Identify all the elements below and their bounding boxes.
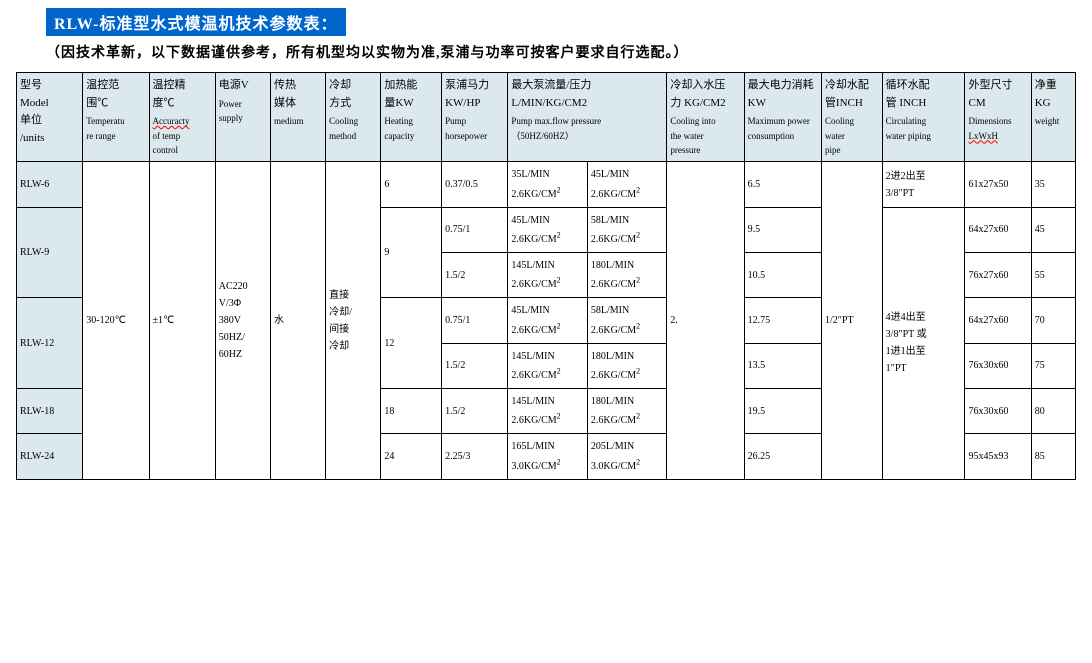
table-cell: 1.5/2: [442, 253, 508, 298]
table-cell: 24: [381, 434, 442, 479]
table-cell: ±1℃: [149, 162, 215, 479]
table-cell: 95x45x93: [965, 434, 1031, 479]
column-header: 冷却方式Coolingmethod: [326, 73, 381, 162]
column-header: 电源VPowersupply: [215, 73, 270, 162]
page-subtitle: （因技术革新，以下数据谨供参考，所有机型均以实物为准,泵浦与功率可按客户要求自行…: [46, 42, 1076, 62]
table-cell: RLW-6: [17, 162, 83, 207]
table-cell: 9: [381, 207, 442, 298]
table-cell: 64x27x60: [965, 298, 1031, 343]
table-cell: RLW-18: [17, 389, 83, 434]
column-header: 温控范围℃Temperature range: [83, 73, 149, 162]
table-cell: 1.5/2: [442, 343, 508, 388]
table-cell: RLW-9: [17, 207, 83, 298]
table-cell: RLW-12: [17, 298, 83, 389]
table-cell: 145L/MIN2.6KG/CM2: [508, 253, 588, 298]
table-cell: 76x30x60: [965, 389, 1031, 434]
column-header: 传热媒体medium: [270, 73, 325, 162]
column-header: 外型尺寸CMDimensionsLxWxH: [965, 73, 1031, 162]
table-cell: 19.5: [744, 389, 821, 434]
table-cell: 180L/MIN2.6KG/CM2: [587, 253, 667, 298]
column-header: 型号Model单位/units: [17, 73, 83, 162]
table-cell: 6.5: [744, 162, 821, 207]
table-cell: 205L/MIN3.0KG/CM2: [587, 434, 667, 479]
table-cell: 2进2出至3/8″PT: [882, 162, 965, 207]
table-cell: 45L/MIN2.6KG/CM2: [508, 207, 588, 252]
column-header: 加热能量KWHeatingcapacity: [381, 73, 442, 162]
column-header: 循环水配管 INCHCirculatingwater piping: [882, 73, 965, 162]
table-cell: 水: [270, 162, 325, 479]
table-cell: 85: [1031, 434, 1075, 479]
table-cell: 45: [1031, 207, 1075, 252]
page-title: RLW-标准型水式模温机技术参数表：: [46, 8, 346, 36]
table-cell: 6: [381, 162, 442, 207]
table-cell: 18: [381, 389, 442, 434]
column-header: 冷却水配管INCHCoolingwaterpipe: [821, 73, 882, 162]
table-cell: 0.75/1: [442, 207, 508, 252]
table-cell: 45L/MIN2.6KG/CM2: [587, 162, 667, 207]
table-cell: 4进4出至3/8″PT 或1进1出至1″PT: [882, 207, 965, 479]
table-cell: 145L/MIN2.6KG/CM2: [508, 389, 588, 434]
table-cell: 145L/MIN2.6KG/CM2: [508, 343, 588, 388]
table-cell: 64x27x60: [965, 207, 1031, 252]
table-cell: 58L/MIN2.6KG/CM2: [587, 298, 667, 343]
table-cell: 9.5: [744, 207, 821, 252]
table-cell: 12: [381, 298, 442, 389]
table-cell: 76x30x60: [965, 343, 1031, 388]
spec-table: 型号Model单位/units温控范围℃Temperature range温控精…: [16, 72, 1076, 480]
table-cell: 180L/MIN2.6KG/CM2: [587, 343, 667, 388]
table-cell: 55: [1031, 253, 1075, 298]
table-cell: 45L/MIN2.6KG/CM2: [508, 298, 588, 343]
table-cell: 12.75: [744, 298, 821, 343]
table-cell: 直接冷却/间接冷却: [326, 162, 381, 479]
column-header: 最大电力消耗KWMaximum powerconsumption: [744, 73, 821, 162]
table-cell: 0.75/1: [442, 298, 508, 343]
table-cell: 35L/MIN2.6KG/CM2: [508, 162, 588, 207]
table-cell: 13.5: [744, 343, 821, 388]
table-header-row: 型号Model单位/units温控范围℃Temperature range温控精…: [17, 73, 1076, 162]
table-cell: 26.25: [744, 434, 821, 479]
table-cell: 2.25/3: [442, 434, 508, 479]
table-cell: 1.5/2: [442, 389, 508, 434]
column-header: 泵浦马力KW/HPPumphorsepower: [442, 73, 508, 162]
table-cell: AC220V/3Φ380V50HZ/60HZ: [215, 162, 270, 479]
column-header: 最大泵流量/压力L/MIN/KG/CM2Pump max.flow pressu…: [508, 73, 667, 162]
table-cell: RLW-24: [17, 434, 83, 479]
table-cell: 180L/MIN2.6KG/CM2: [587, 389, 667, 434]
table-cell: 58L/MIN2.6KG/CM2: [587, 207, 667, 252]
column-header: 冷却入水压力 KG/CM2Cooling intothe waterpressu…: [667, 73, 744, 162]
table-cell: 61x27x50: [965, 162, 1031, 207]
table-cell: 165L/MIN3.0KG/CM2: [508, 434, 588, 479]
table-cell: 76x27x60: [965, 253, 1031, 298]
table-row: RLW-630-120℃±1℃AC220V/3Φ380V50HZ/60HZ水直接…: [17, 162, 1076, 207]
column-header: 温控精度℃Accuractyof tempcontrol: [149, 73, 215, 162]
table-cell: 75: [1031, 343, 1075, 388]
table-cell: 2.: [667, 162, 744, 479]
table-cell: 0.37/0.5: [442, 162, 508, 207]
column-header: 净重KGweight: [1031, 73, 1075, 162]
table-cell: 10.5: [744, 253, 821, 298]
table-cell: 80: [1031, 389, 1075, 434]
table-cell: 35: [1031, 162, 1075, 207]
table-cell: 1/2″PT: [821, 162, 882, 479]
table-cell: 30-120℃: [83, 162, 149, 479]
table-cell: 70: [1031, 298, 1075, 343]
